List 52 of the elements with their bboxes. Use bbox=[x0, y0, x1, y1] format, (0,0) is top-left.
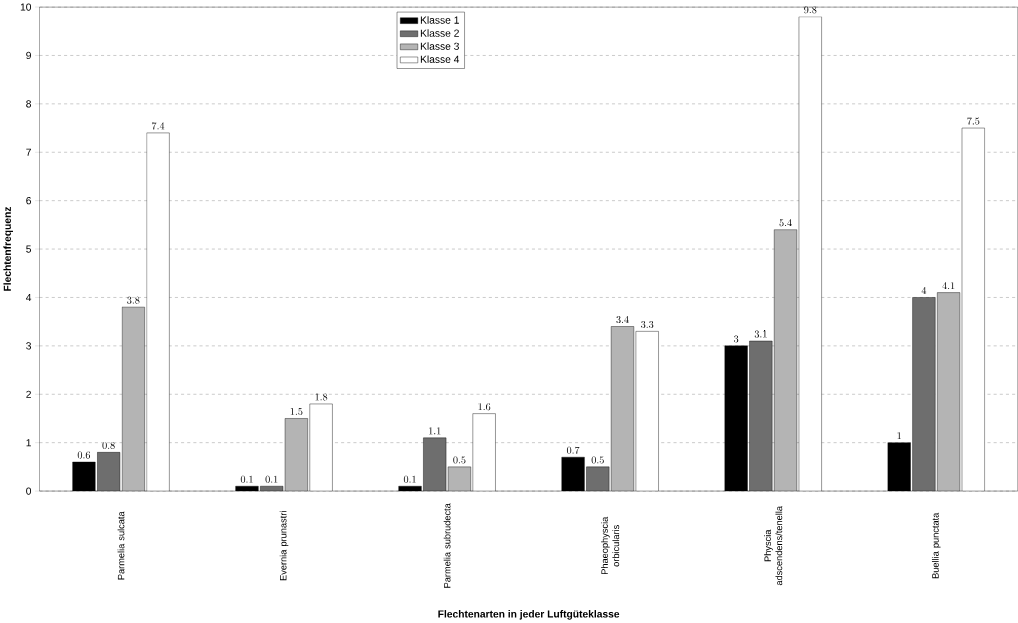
bar bbox=[774, 229, 798, 492]
bar bbox=[284, 418, 308, 492]
y-tick-label: 7 bbox=[26, 148, 31, 156]
data-label: 4. 1 bbox=[942, 282, 955, 289]
data-label: 3.4 bbox=[616, 315, 629, 324]
legend-label: Klasse 2 bbox=[420, 29, 459, 37]
y-tick-label: 8 bbox=[26, 100, 31, 108]
data-label: 1 . 1 bbox=[429, 427, 441, 435]
data-label: 3.8 bbox=[127, 296, 140, 304]
x-tick-label: Evernia prunastri bbox=[279, 511, 289, 581]
y-tick-label: 1 bbox=[26, 439, 31, 447]
data-label: 0.7 bbox=[566, 446, 580, 454]
data-label: 0. 1 bbox=[240, 475, 253, 483]
y-tick-label: 9 bbox=[26, 51, 31, 60]
bar bbox=[121, 306, 145, 492]
bar bbox=[937, 292, 961, 492]
y-tick-label: 10 bbox=[20, 3, 32, 11]
data-label: 1 .8 bbox=[315, 393, 328, 401]
y-tick-label: 0 bbox=[26, 487, 32, 495]
y-tick-label: 2 bbox=[26, 390, 31, 398]
data-label: 0.8 bbox=[102, 441, 115, 449]
y-tick-label: 4 bbox=[25, 293, 32, 301]
data-label: 3. 1 bbox=[754, 330, 767, 338]
data-label: 7.4 bbox=[152, 122, 165, 130]
data-label: 1 .6 bbox=[478, 403, 491, 411]
legend-label: Klasse 3 bbox=[420, 42, 459, 50]
data-label: 9.8 bbox=[804, 6, 817, 14]
data-label: 5.4 bbox=[779, 219, 792, 227]
x-tick-label: Buellia punctata bbox=[931, 512, 941, 579]
legend-label: Klasse 1 bbox=[420, 16, 459, 24]
legend-label: Klasse 4 bbox=[420, 55, 460, 63]
y-tick-label: 6 bbox=[26, 196, 31, 205]
data-label: 0. 1 bbox=[403, 475, 416, 483]
y-tick-label: 3 bbox=[26, 342, 31, 350]
data-label: 4 bbox=[921, 286, 927, 294]
data-label: 3 bbox=[734, 335, 739, 343]
data-label: 1 .5 bbox=[290, 407, 303, 416]
data-label: 7.5 bbox=[967, 117, 980, 125]
x-tick-label: Physcia adscendens/tenella bbox=[764, 505, 783, 586]
data-label: 0.5 bbox=[453, 456, 466, 464]
y-tick-label: 5 bbox=[26, 245, 32, 253]
data-label: 0.6 bbox=[77, 451, 91, 459]
x-tick-label: Parmelia subrudecta bbox=[443, 503, 451, 588]
x-tick-label: Parmelia sulcata bbox=[117, 511, 125, 580]
y-axis-title: Flechtenfrequenz bbox=[3, 206, 13, 291]
bar bbox=[610, 326, 635, 492]
data-label: 3.3 bbox=[641, 320, 654, 328]
data-label: 1 bbox=[897, 432, 901, 439]
data-label: 0. 1 bbox=[265, 475, 278, 483]
data-label: 0.5 bbox=[591, 456, 604, 464]
x-tick-label: Phaeophyscia orbicularis bbox=[601, 516, 620, 574]
x-axis-title: Flechtenarten in jeder Luftgüteklasse bbox=[438, 610, 620, 620]
